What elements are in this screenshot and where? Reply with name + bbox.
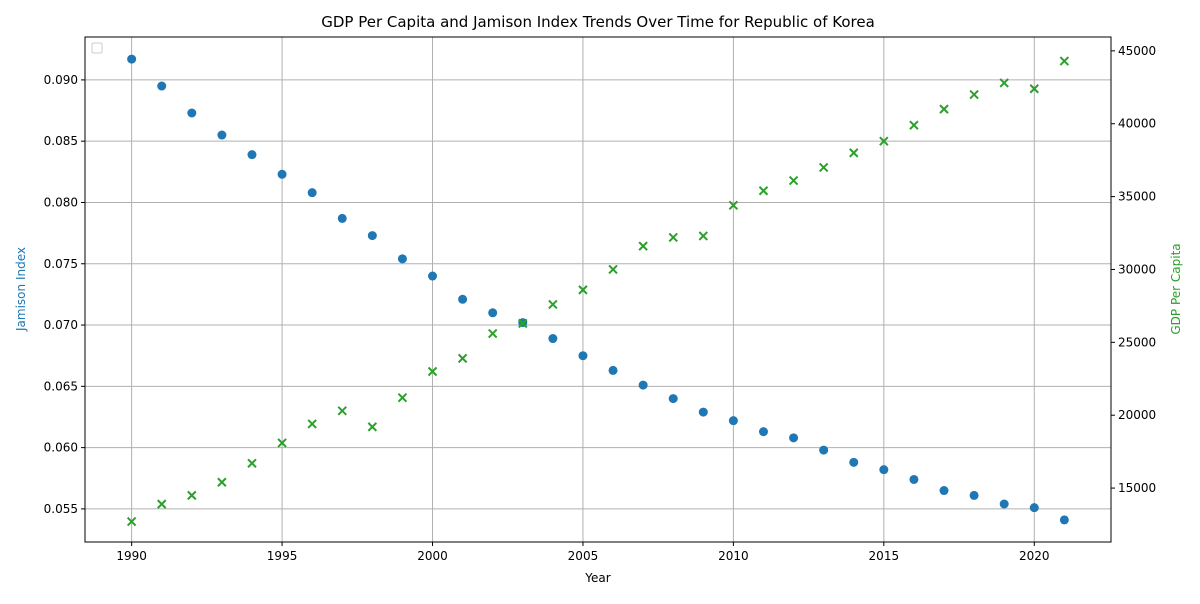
gdp-per-capita-point	[187, 490, 197, 501]
x-tick-label: 2020	[1019, 549, 1050, 563]
left-tick-label: 0.055	[44, 502, 78, 516]
legend-box	[91, 42, 103, 54]
gdp-per-capita-point	[909, 120, 919, 130]
jamison-index-point	[187, 108, 197, 118]
gdp-per-capita-point	[969, 89, 979, 100]
right-axis-label: GDP Per Capita	[1169, 243, 1183, 334]
jamison-index-point	[758, 427, 768, 437]
jamison-index-point	[488, 308, 498, 318]
gdp-per-capita-point	[427, 366, 438, 377]
jamison-index-point	[638, 380, 648, 390]
x-tick-label: 1995	[267, 549, 298, 563]
gdp-per-capita-point	[698, 231, 709, 241]
jamison-index-point	[127, 54, 137, 64]
gdp-per-capita-point	[849, 148, 859, 158]
jamison-index-point	[939, 486, 949, 496]
gdp-per-capita-point	[879, 136, 889, 146]
gdp-per-capita-point	[608, 264, 618, 275]
right-tick-label: 35000	[1118, 190, 1156, 204]
data-points	[126, 54, 1070, 527]
gdp-per-capita-point	[157, 499, 167, 509]
jamison-index-point	[789, 433, 799, 443]
plot-frame	[84, 36, 1112, 543]
gdp-per-capita-point	[939, 104, 949, 114]
gdp-per-capita-point	[578, 285, 588, 295]
jamison-index-point	[969, 490, 979, 500]
jamison-index-point	[458, 294, 468, 304]
gdp-per-capita-point	[457, 353, 468, 364]
jamison-index-point	[157, 81, 167, 91]
gdp-per-capita-point	[818, 162, 829, 173]
left-tick-label: 0.085	[44, 134, 78, 148]
jamison-index-point	[337, 213, 347, 223]
jamison-index-point	[1029, 503, 1039, 513]
gdp-per-capita-point	[217, 477, 227, 487]
gdp-per-capita-point	[638, 241, 648, 251]
gdp-per-capita-point	[548, 299, 558, 310]
x-tick-label: 2005	[568, 549, 599, 563]
gdp-per-capita-point	[668, 232, 678, 243]
right-tick-label: 20000	[1118, 408, 1156, 422]
gdp-per-capita-point	[518, 318, 528, 329]
gdp-per-capita-point	[999, 78, 1009, 88]
right-tick-label: 45000	[1118, 44, 1156, 58]
gdp-per-capita-point	[758, 186, 769, 196]
gdp-per-capita-point	[397, 393, 408, 403]
jamison-index-point	[578, 351, 588, 361]
right-tick-label: 15000	[1118, 481, 1156, 495]
chart-title: GDP Per Capita and Jamison Index Trends …	[321, 13, 875, 31]
jamison-index-point	[548, 334, 558, 344]
jamison-index-point	[999, 499, 1009, 509]
gdp-per-capita-point	[1029, 84, 1039, 94]
jamison-index-point	[217, 130, 227, 140]
x-tick-label: 1990	[116, 549, 147, 563]
left-tick-label: 0.075	[44, 257, 78, 271]
jamison-index-point	[608, 365, 618, 375]
left-axis-label: Jamison Index	[14, 247, 28, 332]
left-tick-label: 0.080	[44, 195, 78, 209]
gdp-per-capita-point	[1059, 56, 1070, 66]
axis-ticks: 1990 1995 2000 2005 2010 2015 2020 0.055 0.060 0.…	[44, 44, 1157, 563]
left-tick-label: 0.090	[44, 73, 78, 87]
left-tick-label: 0.070	[44, 318, 78, 332]
gdp-per-capita-point	[487, 328, 498, 339]
x-tick-label: 2015	[869, 549, 900, 563]
gdp-per-capita-point	[788, 175, 799, 186]
right-tick-label: 25000	[1118, 335, 1156, 349]
jamison-index-point	[849, 457, 859, 467]
jamison-index-point	[728, 416, 738, 426]
jamison-index-point	[909, 474, 919, 484]
gdp-per-capita-point	[367, 422, 378, 432]
jamison-index-point	[247, 150, 257, 160]
jamison-index-point	[819, 445, 829, 455]
gdp-per-capita-point	[247, 458, 257, 469]
gdp-per-capita-point	[337, 406, 347, 416]
gdp-per-capita-point	[307, 419, 317, 429]
left-tick-label: 0.065	[44, 379, 78, 393]
jamison-index-point	[879, 465, 889, 475]
jamison-index-point	[367, 231, 377, 241]
jamison-index-point	[307, 188, 317, 198]
gdp-per-capita-point	[277, 438, 287, 448]
x-axis-label: Year	[584, 571, 610, 585]
right-tick-label: 40000	[1118, 117, 1156, 131]
jamison-index-point	[277, 169, 287, 179]
left-tick-label: 0.060	[44, 441, 78, 455]
gdp-per-capita-point	[728, 200, 739, 211]
jamison-index-point	[1059, 515, 1069, 525]
jamison-index-point	[397, 254, 407, 264]
jamison-index-point	[428, 271, 438, 281]
jamison-index-point	[698, 407, 708, 417]
jamison-index-point	[668, 394, 678, 404]
gdp-per-capita-point	[126, 516, 137, 527]
right-tick-label: 30000	[1118, 262, 1156, 276]
x-tick-label: 2000	[417, 549, 448, 563]
x-tick-label: 2010	[718, 549, 749, 563]
grid-lines	[85, 37, 1111, 542]
